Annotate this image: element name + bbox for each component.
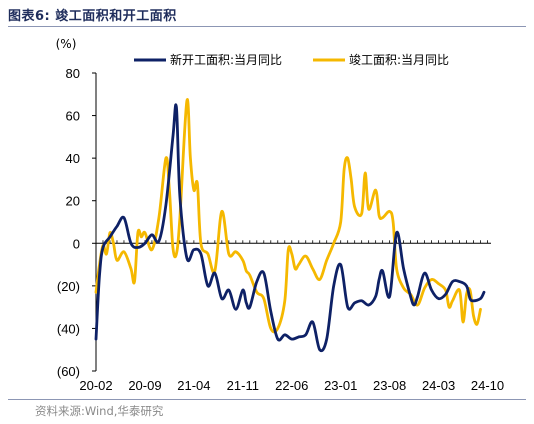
figure-title: 图表6: 竣工面积和开工面积 xyxy=(8,9,177,24)
x-tick-label: 21-04 xyxy=(177,378,210,393)
source-note: 资料来源:Wind,华泰研究 xyxy=(35,404,164,418)
x-tick-label: 23-08 xyxy=(373,378,406,393)
x-tick-label: 20-09 xyxy=(128,378,161,393)
y-tick-label: 20 xyxy=(66,194,80,209)
line-chart: (%) 新开工面积:当月同比 竣工面积:当月同比 80 60 40 20 0 (20) (4… xyxy=(56,37,505,393)
source-rule xyxy=(8,399,526,400)
y-tick-label: (40) xyxy=(57,321,80,336)
legend-label-new-start: 新开工面积:当月同比 xyxy=(170,52,282,67)
legend-label-completion: 竣工面积:当月同比 xyxy=(349,52,449,67)
series-line-new-start xyxy=(94,103,486,353)
x-tick-label: 22-06 xyxy=(275,378,308,393)
y-axis-unit: (%) xyxy=(56,37,77,51)
y-tick-label: 80 xyxy=(66,66,80,81)
y-axis: 80 60 40 20 0 (20) (40) (60) xyxy=(57,66,97,379)
series-line-completion xyxy=(94,98,482,334)
legend: 新开工面积:当月同比 竣工面积:当月同比 xyxy=(134,52,449,67)
y-tick-label: 0 xyxy=(73,236,80,251)
title-rule xyxy=(8,26,526,27)
x-axis: 20-02 20-09 21-04 21-11 22-06 23-01 23-08 24-03… xyxy=(79,240,504,393)
y-tick-label: 40 xyxy=(66,151,80,166)
x-tick-label: 23-01 xyxy=(324,378,357,393)
x-tick-label: 24-10 xyxy=(471,378,504,393)
y-tick-label: (60) xyxy=(57,364,80,379)
x-tick-label: 21-11 xyxy=(227,378,259,393)
y-tick-label: 60 xyxy=(66,109,80,124)
x-tick-label: 24-03 xyxy=(422,378,455,393)
x-tick-label: 20-02 xyxy=(79,378,112,393)
y-tick-label: (20) xyxy=(57,279,80,294)
plot-area xyxy=(94,98,486,353)
